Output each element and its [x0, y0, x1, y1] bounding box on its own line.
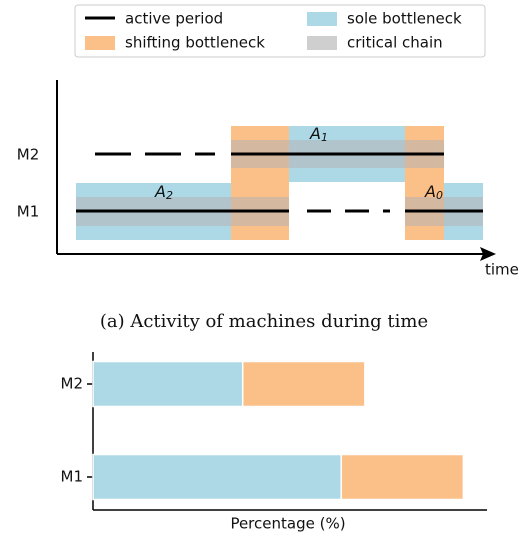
legend-frame	[74, 4, 486, 58]
bar	[340, 453, 465, 501]
arrow-head	[480, 247, 496, 261]
bar	[92, 453, 342, 501]
legend: active period shifting bottleneck sole b…	[74, 4, 486, 58]
bar-chart: Percentage (%) M2 M1	[61, 352, 487, 533]
annotation: A1	[309, 124, 328, 145]
bar	[92, 360, 244, 408]
bar	[241, 360, 366, 408]
y-tick-label: M2	[61, 375, 84, 393]
legend-patch	[307, 12, 337, 26]
legend-label: critical chain	[347, 34, 443, 52]
annotation: A0	[424, 182, 443, 203]
x-axis-label: Percentage (%)	[230, 515, 345, 533]
caption: (a) Activity of machines during time	[100, 311, 428, 332]
machine-label: M1	[17, 203, 40, 221]
legend-patch	[85, 36, 115, 50]
legend-label: shifting bottleneck	[125, 34, 265, 52]
legend-label: sole bottleneck	[347, 10, 462, 28]
legend-label: active period	[125, 10, 223, 28]
axis-label: time	[485, 261, 519, 279]
machine-label: M2	[17, 146, 40, 164]
legend-patch	[307, 36, 337, 50]
annotation: A2	[154, 182, 173, 203]
timeline: time M2 M1 A1 A2 A0 (a) Activity of mach…	[17, 80, 519, 332]
y-tick-label: M1	[61, 468, 84, 486]
